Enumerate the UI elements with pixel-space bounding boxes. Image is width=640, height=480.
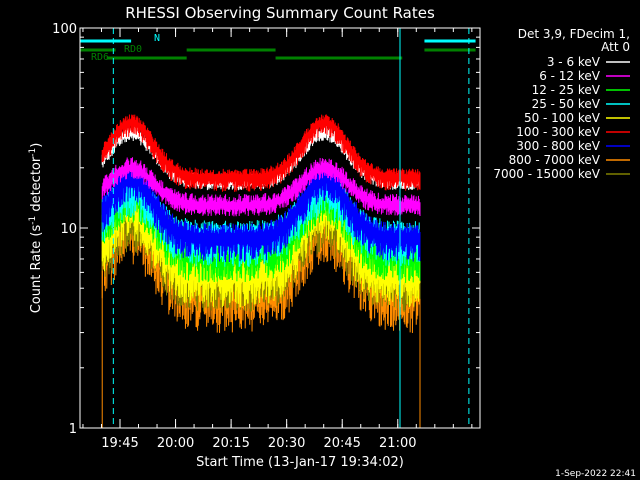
legend-entry-label: 6 - 12 keV xyxy=(539,69,601,83)
legend-entry-label: 3 - 6 keV xyxy=(547,55,601,69)
x-tick-label: 21:00 xyxy=(379,436,416,451)
footer-date: 1-Sep-2022 22:41 xyxy=(555,469,636,479)
legend-entry-label: 7000 - 15000 keV xyxy=(493,167,600,181)
x-axis: 19:45 20:00 20:15 20:30 20:45 21:00 xyxy=(82,28,473,451)
observing-flags: N RD0 RD6 xyxy=(80,33,476,63)
x-tick-label: 20:45 xyxy=(323,436,360,451)
series-trace xyxy=(101,163,421,263)
y-tick-label: 1 xyxy=(69,422,77,437)
x-tick-label: 20:00 xyxy=(157,436,194,451)
legend-title-line2: Att 0 xyxy=(601,40,630,54)
x-tick-label: 20:15 xyxy=(212,436,249,451)
x-axis-label: Start Time (13-Jan-17 19:34:02) xyxy=(196,455,404,470)
x-tick-label: 20:30 xyxy=(268,436,305,451)
series-group xyxy=(101,114,421,428)
flag-label: RD6 xyxy=(91,52,109,63)
legend-entry-label: 300 - 800 keV xyxy=(516,139,600,153)
y-axis-label-mid: detector xyxy=(29,156,44,216)
y-axis-label: Count Rate (s-1 detector-1) xyxy=(28,143,44,314)
series-trace xyxy=(101,157,421,217)
flag-label: RD0 xyxy=(124,44,142,55)
legend-entry-label: 50 - 100 keV xyxy=(524,111,601,125)
y-axis: 1 10 100 xyxy=(52,22,480,437)
legend-entry-label: 100 - 300 keV xyxy=(516,125,600,139)
legend-title-line1: Det 3,9, FDecim 1, xyxy=(518,27,630,41)
y-tick-label: 100 xyxy=(52,22,77,37)
series-trace xyxy=(101,114,421,192)
y-tick-label: 10 xyxy=(60,222,77,237)
legend-entry-label: 12 - 25 keV xyxy=(532,83,601,97)
chart-title: RHESSI Observing Summary Count Rates xyxy=(125,4,435,22)
y-axis-label-sup2: -1 xyxy=(28,148,38,157)
y-axis-label-main: Count Rate (s xyxy=(29,225,44,314)
y-axis-label-sup1: -1 xyxy=(28,216,38,225)
flag-label: N xyxy=(154,33,160,44)
x-tick-label: 19:45 xyxy=(101,436,138,451)
y-axis-label-end: ) xyxy=(29,143,44,148)
series-trace xyxy=(101,186,421,308)
legend-entry-label: 25 - 50 keV xyxy=(532,97,601,111)
legend-entry-label: 800 - 7000 keV xyxy=(509,153,601,167)
